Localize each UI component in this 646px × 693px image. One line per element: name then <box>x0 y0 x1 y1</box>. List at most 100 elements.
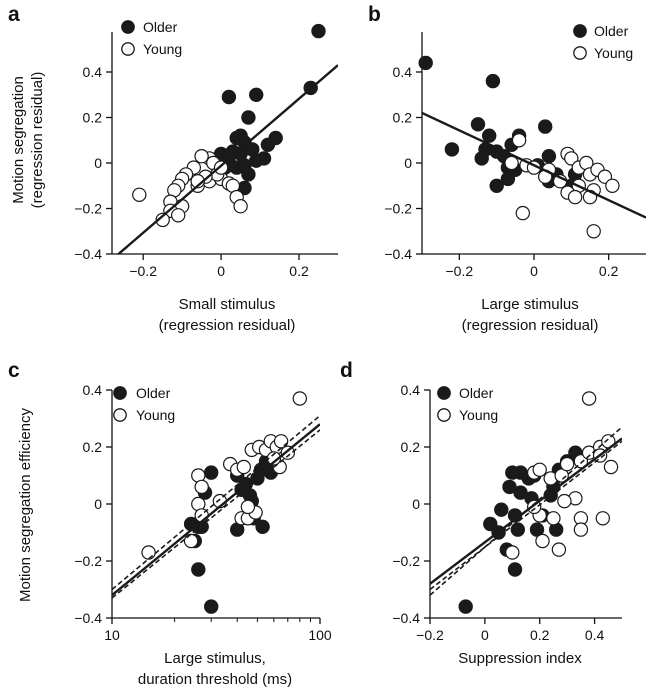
panel-b-legend-young: Young <box>594 45 633 61</box>
panel-b-point-young <box>504 155 519 171</box>
panel-d-legend-older: Older <box>459 385 494 401</box>
panel-b-point-young <box>515 205 531 221</box>
panel-b-point-older <box>485 73 501 89</box>
panel-b-point-older <box>470 117 486 132</box>
panel-c-letter: c <box>8 359 20 382</box>
panel-a-point-young <box>194 148 209 164</box>
panel-c-point-young <box>183 533 199 549</box>
panel-c-y-tick-label: −0.4 <box>74 610 102 626</box>
panel-d-point-young <box>603 459 619 475</box>
panel-d-point-young <box>573 522 589 537</box>
panel-d-point-young <box>557 493 572 509</box>
panel-d-point-older <box>483 516 498 532</box>
panel-a-y-tick-label: 0 <box>94 155 102 171</box>
panel-c-fit-line-solid <box>112 423 320 597</box>
panel-d-point-older <box>494 502 509 517</box>
panel-d-legend-older-marker <box>437 386 451 400</box>
panel-d-y-tick-label: 0.2 <box>401 439 421 455</box>
panel-c-point-young <box>141 545 156 560</box>
panel-d-point-older <box>458 599 473 614</box>
panel-d-y-tick-label: 0.4 <box>401 382 421 398</box>
panel-c-legend-young: Young <box>136 407 175 423</box>
panel-b-fit-line-solid <box>422 111 646 219</box>
panel-d-x-tick-label: 0.2 <box>530 627 550 643</box>
panel-b-point-older <box>489 178 504 193</box>
panel-c: c Motion segregation efficiency Large st… <box>8 359 332 688</box>
panel-a-legend-older-marker <box>121 20 135 34</box>
panel-b-point-older <box>418 55 433 71</box>
panel-d-point-young <box>535 533 550 549</box>
panel-b-y-tick-label: 0.4 <box>393 64 413 80</box>
panel-a-ylabel-line2: (regression residual) <box>29 72 46 209</box>
panel-b-xlabel-line2: (regression residual) <box>462 317 599 334</box>
panel-a-point-older <box>311 23 326 39</box>
panel-b-point-older <box>541 148 557 164</box>
panel-d-point-young <box>546 511 561 526</box>
panel-c-xlabel-line2: duration threshold (ms) <box>138 671 292 688</box>
panel-a-xlabel-line2: (regression residual) <box>159 317 296 334</box>
panel-d-point-young <box>595 511 611 526</box>
panel-b-point-young <box>567 189 583 205</box>
panel-b-point-older <box>482 128 497 143</box>
panel-a-x-tick-label: −0.2 <box>129 263 157 279</box>
panel-c-point-young <box>292 391 307 406</box>
panel-b-point-young <box>586 224 601 239</box>
panel-d-xlabel-line1: Suppression index <box>458 650 582 667</box>
panel-a-point-older <box>241 110 256 125</box>
panel-c-point-young <box>266 451 282 466</box>
panel-d-point-older <box>505 465 520 480</box>
panel-b-y-tick-label: −0.2 <box>384 201 412 217</box>
panel-c-legend-young-marker <box>113 408 127 422</box>
panel-d-legend-young: Young <box>459 407 498 423</box>
panel-c-y-tick-label: 0.4 <box>83 382 103 398</box>
panel-c-point-young <box>236 459 251 475</box>
panel-b-x-tick-label: −0.2 <box>446 263 474 279</box>
panel-b-point-young <box>605 178 620 193</box>
panel-a-point-older <box>233 128 248 143</box>
panel-a-y-tick-label: 0.4 <box>83 64 103 80</box>
panel-c-fit-line-dashed <box>112 415 320 591</box>
panel-a-xlabel-line1: Small stimulus <box>179 296 276 313</box>
panel-c-x-tick-label: 100 <box>308 627 332 643</box>
panel-a-legend-young-marker <box>121 42 135 56</box>
panel-b-xlabel-line1: Large stimulus <box>481 296 579 313</box>
panel-c-point-young <box>240 499 256 515</box>
panel-c-point-older <box>203 465 219 480</box>
panel-d-letter: d <box>340 359 353 382</box>
panel-a-fit-line-solid <box>116 64 338 254</box>
panel-c-y-tick-label: −0.2 <box>74 553 102 569</box>
panel-b-point-older <box>474 151 489 166</box>
panel-b-point-young <box>511 133 527 148</box>
panel-d-point-older <box>502 479 517 495</box>
panel-b-legend-older: Older <box>594 23 629 39</box>
panel-a-point-older <box>260 137 276 152</box>
panel-b: b Large stimulus (regression residual) O… <box>368 3 646 334</box>
panel-a-point-older <box>249 87 264 103</box>
panel-c-point-older <box>255 519 270 535</box>
panel-d-y-tick-label: 0 <box>412 496 420 512</box>
panel-a-plot: −0.4 −0.2 0 0.2 0.4 −0.2 0 0.2 <box>74 23 338 279</box>
panel-a-x-tick-label: 0.2 <box>289 263 309 279</box>
panel-d: d Suppression index Older Young −0.4−0.2… <box>340 359 622 667</box>
panel-d-fit-line-dashed <box>430 426 622 596</box>
panel-a-y-tick-label: −0.2 <box>74 201 102 217</box>
panel-b-x-tick-label: 0 <box>530 263 538 279</box>
panel-d-fit-line-solid <box>430 437 622 585</box>
panel-b-point-older <box>444 142 460 157</box>
panel-a-point-young <box>132 187 147 202</box>
panel-d-y-tick-label: −0.4 <box>392 610 420 626</box>
panel-c-plot: −0.4 −0.2 0 0.2 0.4 10 100 <box>74 382 332 643</box>
panel-b-x-tick-label: 0.2 <box>599 263 619 279</box>
panel-d-legend-young-marker <box>437 408 451 422</box>
panel-a-letter: a <box>8 3 20 26</box>
panel-b-plot: −0.4 −0.2 0 0.2 0.4 −0.2 0 0.2 <box>384 32 646 279</box>
panel-c-x-tick-label: 10 <box>104 627 120 643</box>
panel-b-point-young <box>564 151 579 166</box>
panel-c-point-older <box>203 599 219 614</box>
panel-b-letter: b <box>368 3 381 26</box>
panel-d-point-young <box>581 391 597 406</box>
panel-b-y-tick-label: −0.4 <box>384 246 412 262</box>
panel-a-x-tick-label: 0 <box>217 263 225 279</box>
panel-b-legend-young-marker <box>573 46 587 60</box>
